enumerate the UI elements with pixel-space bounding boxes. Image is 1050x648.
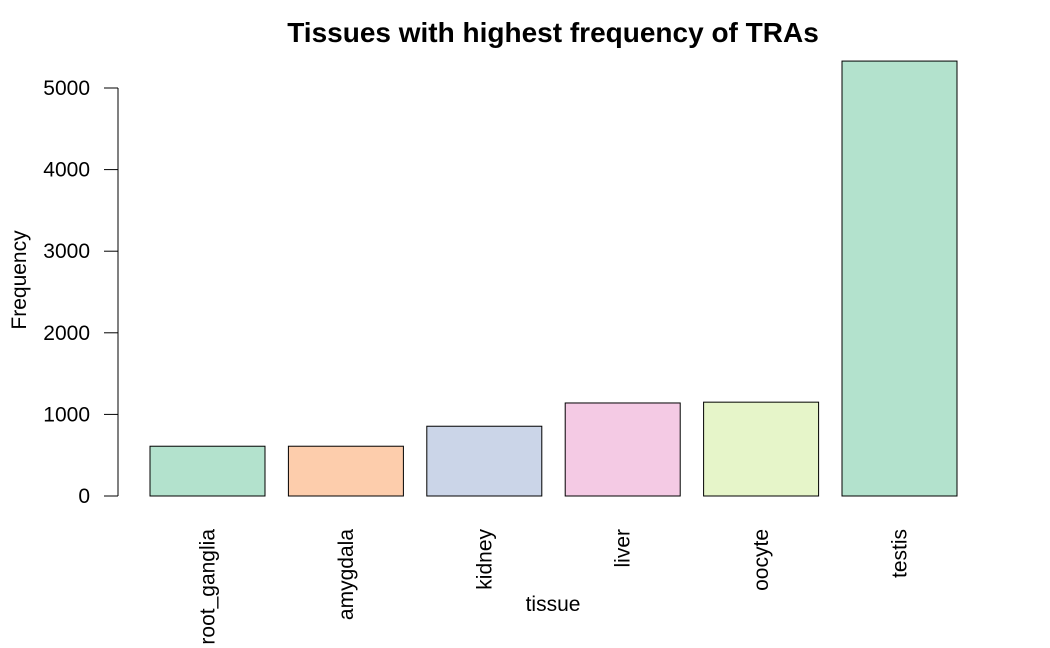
y-tick-label: 5000 <box>43 77 90 100</box>
bar-root_ganglia <box>149 445 266 497</box>
x-tick-label: liver <box>612 529 635 568</box>
y-tick-label: 2000 <box>43 322 90 345</box>
bar-testis <box>841 60 958 497</box>
bar-liver <box>564 402 681 497</box>
x-tick-label: testis <box>889 529 912 578</box>
y-axis: 0 1000 2000 3000 4000 5000 <box>43 77 119 508</box>
bar-amygdala <box>287 445 404 497</box>
y-tick-label: 3000 <box>43 240 90 263</box>
bar-kidney <box>426 425 543 497</box>
x-tick-label: oocyte <box>750 529 773 591</box>
x-tick-label: amygdala <box>335 529 358 620</box>
x-axis-label: tissue <box>526 593 581 616</box>
y-axis-label: Frequency <box>8 230 31 330</box>
x-tick-label: kidney <box>473 529 496 590</box>
x-tick-labels: root_ganglia amygdala kidney liver oocyte tes… <box>197 529 912 645</box>
y-tick-label: 0 <box>78 485 90 508</box>
bars <box>149 60 958 497</box>
bar-oocyte <box>703 401 820 497</box>
y-tick-label: 1000 <box>43 403 90 426</box>
x-tick-label: root_ganglia <box>197 529 220 645</box>
y-tick-label: 4000 <box>43 159 90 182</box>
chart-title: Tissues with highest frequency of TRAs <box>287 17 819 48</box>
